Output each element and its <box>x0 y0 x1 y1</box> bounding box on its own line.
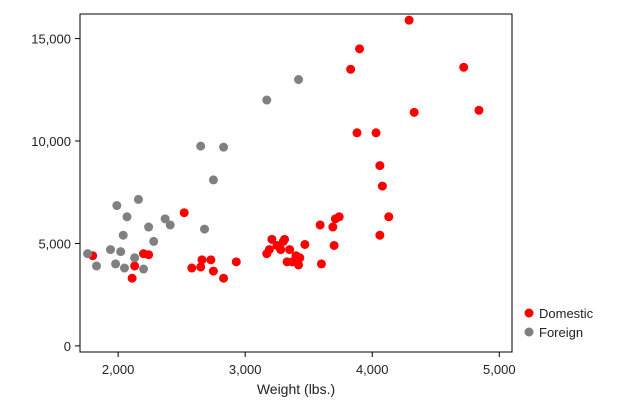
data-point <box>355 44 365 54</box>
data-point <box>334 212 344 222</box>
x-tick-label: 2,000 <box>102 362 135 377</box>
data-point <box>231 257 241 267</box>
data-point <box>219 273 229 283</box>
data-point <box>280 234 290 244</box>
data-point <box>196 141 206 151</box>
data-point <box>83 249 93 259</box>
data-point <box>92 261 102 271</box>
data-point <box>206 255 216 265</box>
data-point <box>196 262 206 272</box>
x-axis-label: Weight (lbs.) <box>257 381 335 397</box>
data-point <box>139 264 149 274</box>
plot-frame <box>79 13 513 353</box>
data-point <box>130 253 140 263</box>
legend: Domestic Foreign <box>524 306 594 340</box>
data-point <box>105 245 115 255</box>
x-tick-label: 5,000 <box>483 362 516 377</box>
data-point <box>144 250 154 260</box>
legend-label-domestic: Domestic <box>539 306 594 321</box>
y-axis: 0 5,000 10,000 15,000 <box>31 32 80 354</box>
data-point <box>294 75 304 85</box>
data-point <box>459 62 469 72</box>
data-point <box>130 261 140 271</box>
data-point <box>208 175 218 185</box>
x-tick-label: 3,000 <box>229 362 262 377</box>
data-point <box>375 161 385 171</box>
data-point <box>200 224 210 234</box>
data-point <box>409 107 419 117</box>
data-point <box>375 230 385 240</box>
data-point <box>300 239 310 249</box>
y-tick-label: 10,000 <box>31 134 71 149</box>
data-point <box>352 128 362 138</box>
data-point <box>315 220 325 230</box>
data-points <box>83 15 484 283</box>
data-point <box>294 260 304 270</box>
data-point <box>404 15 414 25</box>
data-point <box>264 245 274 255</box>
series-domestic <box>88 15 484 283</box>
x-axis: 2,000 3,000 4,000 5,000 <box>102 352 516 377</box>
data-point <box>384 212 394 222</box>
data-point <box>295 253 305 263</box>
series-foreign <box>83 75 304 274</box>
y-tick-label: 5,000 <box>38 236 71 251</box>
legend-marker-domestic <box>524 308 534 318</box>
data-point <box>267 234 277 244</box>
data-point <box>165 220 175 230</box>
data-point <box>111 259 121 269</box>
data-point <box>371 128 381 138</box>
data-point <box>328 222 338 232</box>
data-point <box>144 222 154 232</box>
y-tick-label: 0 <box>64 339 71 354</box>
data-point <box>118 230 128 240</box>
data-point <box>133 194 143 204</box>
legend-label-foreign: Foreign <box>539 325 583 340</box>
data-point <box>262 95 272 105</box>
data-point <box>276 245 286 255</box>
x-tick-label: 4,000 <box>356 362 389 377</box>
data-point <box>329 240 339 250</box>
data-point <box>127 273 137 283</box>
data-point <box>149 236 159 246</box>
data-point <box>116 247 126 257</box>
data-point <box>122 212 132 222</box>
legend-marker-foreign <box>524 327 534 337</box>
data-point <box>219 142 229 152</box>
y-tick-label: 15,000 <box>31 32 71 47</box>
data-point <box>474 105 484 115</box>
data-point <box>112 201 122 211</box>
data-point <box>377 181 387 191</box>
data-point <box>316 259 326 269</box>
data-point <box>119 263 129 273</box>
data-point <box>160 214 170 224</box>
data-point <box>346 64 356 74</box>
data-point <box>208 266 218 276</box>
data-point <box>187 263 197 273</box>
data-point <box>285 245 295 255</box>
data-point <box>179 208 189 218</box>
data-point <box>197 255 207 265</box>
